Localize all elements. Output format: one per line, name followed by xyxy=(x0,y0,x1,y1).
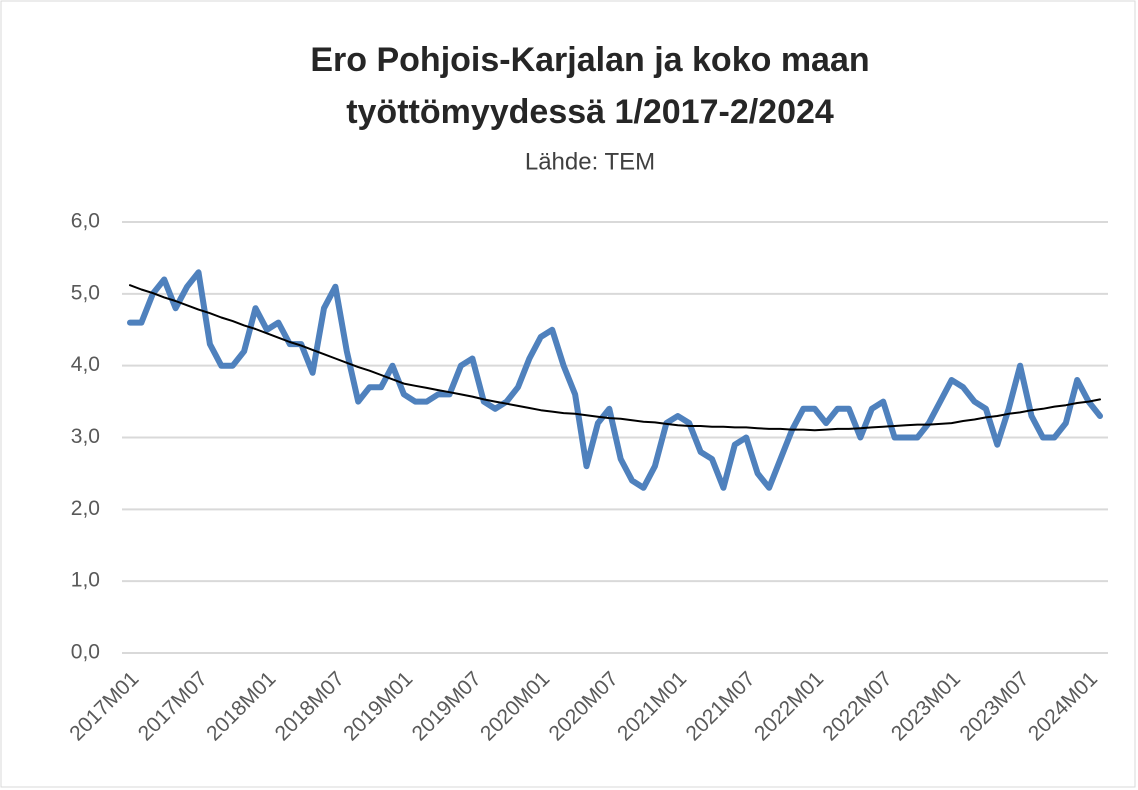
y-tick-label: 5,0 xyxy=(71,281,100,304)
chart-title: Ero Pohjois-Karjalan ja koko maan xyxy=(310,41,869,79)
y-tick-label: 1,0 xyxy=(71,569,100,592)
data-line xyxy=(127,269,1103,491)
chart-title: työttömyydessä 1/2017-2/2024 xyxy=(346,93,834,131)
chart-subtitle: Lähde: TEM xyxy=(525,148,655,175)
y-tick-label: 3,0 xyxy=(71,425,100,448)
y-tick-label: 4,0 xyxy=(71,353,100,376)
y-tick-label: 0,0 xyxy=(71,641,100,664)
y-tick-label: 2,0 xyxy=(71,497,100,520)
trend-line xyxy=(129,284,1101,432)
y-tick-label: 6,0 xyxy=(71,210,100,233)
